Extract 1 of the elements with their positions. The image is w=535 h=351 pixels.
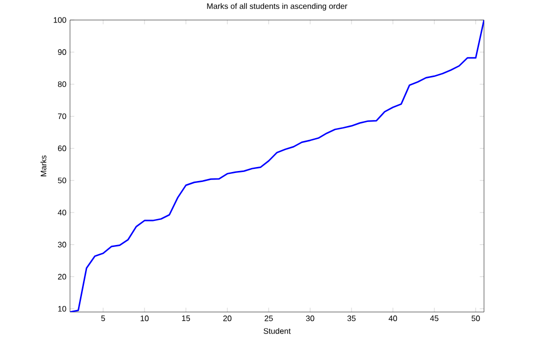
line-series [70,20,484,312]
